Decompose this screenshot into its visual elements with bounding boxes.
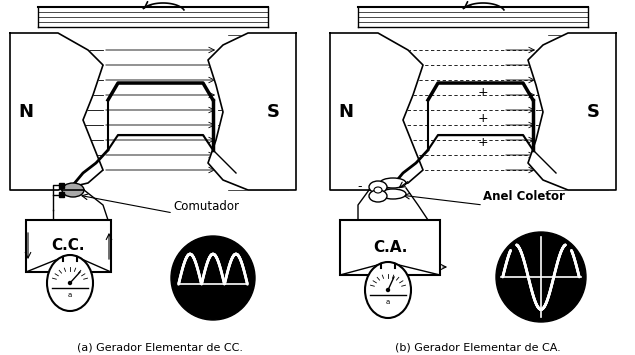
Text: N: N [338,103,354,121]
Text: a: a [386,299,390,305]
Text: N: N [18,103,34,121]
Text: (a) Gerador Elementar de CC.: (a) Gerador Elementar de CC. [77,343,243,353]
Ellipse shape [365,262,411,318]
Bar [59,192,64,197]
Ellipse shape [47,255,93,311]
Text: +: + [478,87,488,99]
Ellipse shape [374,187,382,193]
Text: Anel Coletor: Anel Coletor [483,191,565,203]
Text: a: a [68,292,72,298]
Text: -: - [358,180,362,193]
Ellipse shape [380,178,406,188]
Text: (b) Gerador Elementar de CA.: (b) Gerador Elementar de CA. [395,343,561,353]
Ellipse shape [369,190,387,202]
Ellipse shape [380,189,406,199]
Bar [59,183,64,188]
Ellipse shape [62,183,84,197]
Text: C.C.: C.C. [51,239,85,253]
Polygon shape [10,33,103,190]
Text: Comutador: Comutador [173,201,239,213]
Ellipse shape [171,236,255,320]
Polygon shape [208,33,296,190]
Polygon shape [330,33,423,190]
Text: +: + [478,111,488,125]
Ellipse shape [387,289,389,291]
Text: +: + [478,137,488,149]
Ellipse shape [69,282,72,284]
Ellipse shape [369,181,387,193]
Ellipse shape [496,232,586,322]
Bar [340,220,440,275]
Text: S: S [267,103,279,121]
Text: S: S [587,103,599,121]
Polygon shape [528,33,616,190]
Bar [26,220,111,272]
Text: C.A.: C.A. [373,240,407,255]
